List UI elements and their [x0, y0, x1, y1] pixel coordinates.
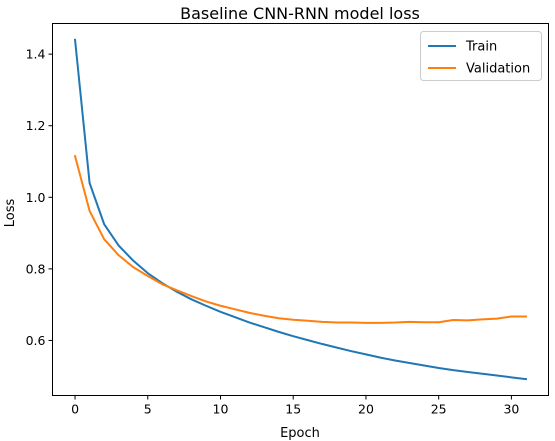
y-tick-label: 0.8 [26, 261, 46, 276]
chart-title: Baseline CNN-RNN model loss [180, 4, 420, 23]
series-line-validation [73, 154, 527, 324]
y-axis-label: Loss [3, 199, 18, 228]
y-tick-label: 1.0 [26, 190, 46, 205]
y-tick-label: 1.4 [26, 47, 46, 62]
x-axis-label: Epoch [280, 426, 320, 441]
x-tick-label: 5 [144, 402, 152, 417]
legend-label-validation: Validation [466, 62, 530, 77]
x-tick-label: 0 [71, 402, 79, 417]
axes-frame [52, 23, 549, 396]
series-line-train [73, 38, 528, 381]
y-tick-label: 1.2 [26, 118, 46, 133]
x-tick-label: 20 [358, 402, 374, 417]
x-tick-label: 10 [213, 402, 229, 417]
x-axis: 0 5 10 15 20 25 30 [71, 395, 519, 417]
series-layer [73, 38, 528, 381]
x-tick-label: 25 [431, 402, 447, 417]
y-axis: 0.6 0.8 1.0 1.2 1.4 [26, 47, 53, 348]
plot-area [52, 23, 549, 396]
y-tick-label: 0.6 [26, 333, 46, 348]
x-tick-label: 15 [285, 402, 301, 417]
legend: Train Validation [420, 31, 542, 81]
legend-label-train: Train [465, 40, 497, 55]
x-tick-label: 30 [503, 402, 519, 417]
